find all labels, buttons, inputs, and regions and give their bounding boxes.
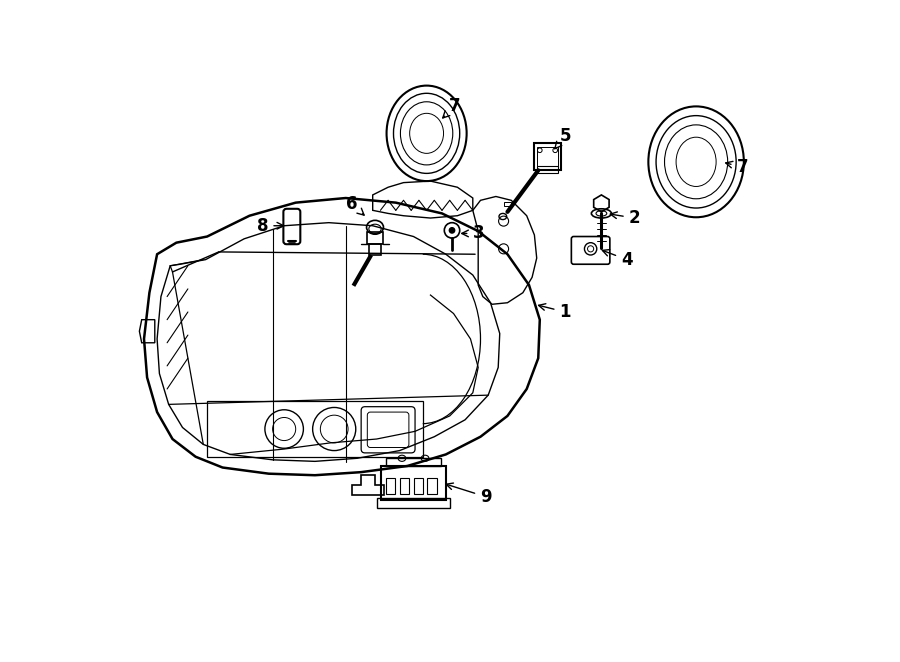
Text: 1: 1 <box>538 303 571 321</box>
Bar <box>367 232 382 244</box>
Text: 3: 3 <box>462 224 484 242</box>
Bar <box>376 498 451 508</box>
Text: 7: 7 <box>443 97 461 118</box>
Text: 5: 5 <box>554 127 571 149</box>
Bar <box>400 477 409 495</box>
Text: 2: 2 <box>610 209 640 227</box>
Bar <box>428 477 436 495</box>
Text: 9: 9 <box>446 483 491 506</box>
Bar <box>534 142 562 170</box>
Bar <box>386 477 395 495</box>
Bar <box>207 401 423 457</box>
Circle shape <box>449 228 454 233</box>
Bar <box>413 477 423 495</box>
Bar <box>369 244 382 255</box>
Text: 6: 6 <box>346 195 364 215</box>
Text: 8: 8 <box>256 216 284 235</box>
Bar <box>537 147 557 166</box>
Bar <box>504 202 510 207</box>
Bar <box>536 166 558 173</box>
Bar <box>386 458 441 466</box>
Text: 4: 4 <box>602 250 633 269</box>
Text: 7: 7 <box>725 158 748 176</box>
Bar <box>382 466 446 500</box>
